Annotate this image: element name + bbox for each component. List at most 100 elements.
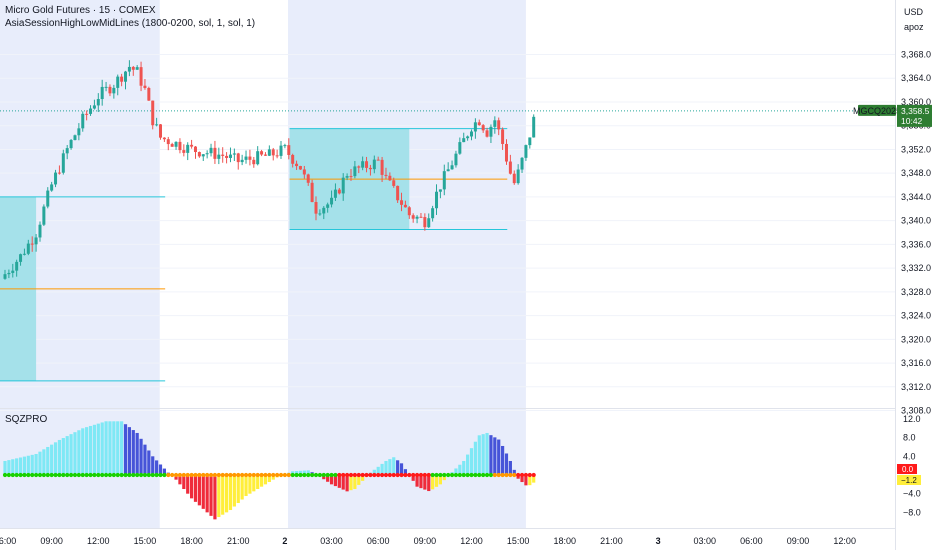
- candle-body: [11, 270, 15, 273]
- oscillator-bar: [96, 423, 100, 475]
- candle-body: [512, 173, 516, 184]
- squeeze-dot: [516, 472, 521, 478]
- candle-body: [124, 71, 128, 82]
- oscillator-bar: [3, 460, 7, 475]
- price-tick-label: 3,352.0: [901, 144, 931, 154]
- squeeze-dot: [395, 472, 400, 478]
- squeeze-dot: [224, 472, 229, 478]
- candle-body: [365, 161, 369, 168]
- squeeze-dot: [399, 472, 404, 478]
- oscillator-bar: [57, 439, 62, 475]
- squeeze-dot: [527, 472, 532, 478]
- oscillator-bar: [431, 475, 435, 490]
- candle-body: [337, 189, 341, 194]
- candle-body: [182, 150, 186, 153]
- candle-body: [77, 128, 81, 136]
- squeeze-dot: [259, 472, 264, 478]
- oscillator-bar: [434, 475, 439, 487]
- candle-body: [368, 167, 372, 170]
- squeeze-dot: [325, 472, 330, 478]
- candle-body: [376, 159, 380, 161]
- squeeze-dot: [177, 472, 183, 478]
- squeeze-dot: [162, 472, 167, 478]
- oscillator-bar: [127, 427, 131, 475]
- oscillator-bar: [329, 475, 334, 485]
- candle-body: [473, 122, 477, 132]
- squeeze-dot: [278, 472, 284, 478]
- squeeze-dot: [376, 472, 381, 478]
- time-tick-label: 21:00: [227, 536, 250, 546]
- squeeze-dot: [457, 472, 462, 478]
- price-tick-label: 3,368.0: [901, 50, 931, 60]
- price-tick-label: 3,308.0: [901, 406, 931, 416]
- candle-body: [271, 149, 275, 156]
- candle-body: [209, 147, 213, 154]
- oscillator-bars: [3, 421, 536, 520]
- squeeze-dot: [275, 472, 280, 478]
- oscillator-tick-label: −4.0: [903, 489, 921, 499]
- oscillator-bar: [131, 430, 135, 475]
- candle-body: [26, 243, 30, 254]
- time-tick-label: 06:00: [0, 536, 16, 546]
- squeeze-dot: [10, 472, 15, 478]
- squeeze-dot: [271, 472, 276, 478]
- candle-body: [380, 159, 384, 175]
- squeeze-dot: [2, 472, 8, 478]
- squeeze-dot: [496, 472, 501, 478]
- squeeze-dot: [321, 472, 326, 478]
- oscillator-bar: [108, 421, 112, 475]
- candle-body: [516, 169, 520, 184]
- oscillator-bar: [388, 459, 392, 475]
- candle-body: [252, 159, 256, 165]
- chart-title: Micro Gold Futures · 15 · COMEX: [5, 5, 156, 16]
- time-tick-label: 15:00: [507, 536, 530, 546]
- price-tick-label: 3,328.0: [901, 287, 931, 297]
- oscillator-bar: [442, 475, 446, 481]
- oscillator-bar: [353, 475, 357, 490]
- squeeze-dot: [422, 472, 427, 478]
- squeeze-dot: [414, 472, 420, 478]
- candle-body: [504, 143, 508, 162]
- currency-label[interactable]: USD: [904, 7, 924, 17]
- candle-body: [462, 138, 466, 143]
- candle-body: [396, 185, 400, 201]
- candle-body: [232, 153, 236, 155]
- oscillator-bar: [50, 444, 54, 475]
- squeeze-dot: [119, 472, 124, 478]
- candle-body: [481, 125, 485, 131]
- candle-body: [384, 174, 388, 176]
- squeeze-dot: [286, 472, 291, 478]
- squeeze-dot: [201, 472, 206, 478]
- squeeze-dot: [216, 472, 221, 478]
- currency-selector[interactable]: USD apoz: [904, 6, 924, 33]
- oscillator-bar: [139, 438, 143, 475]
- oscillator-bar: [205, 475, 209, 513]
- candle-body: [407, 207, 411, 216]
- oscillator-bar: [392, 457, 396, 475]
- squeeze-dot: [449, 472, 455, 478]
- candle-body: [466, 136, 470, 139]
- oscillator-bar: [42, 449, 46, 475]
- oscillator-bar: [466, 454, 470, 475]
- candle-body: [438, 189, 442, 192]
- price-tick-label: 3,332.0: [901, 263, 931, 273]
- candle-body: [120, 76, 124, 82]
- oscillator-bar: [69, 434, 73, 475]
- time-tick-label: 21:00: [600, 536, 623, 546]
- time-tick-label: 03:00: [693, 536, 716, 546]
- squeeze-dot: [154, 472, 159, 478]
- oscillator-tick-label: −8.0: [903, 507, 921, 517]
- candle-body: [372, 159, 376, 170]
- oscillator-last-badge: [897, 475, 921, 485]
- candle-body: [143, 85, 147, 89]
- candle-body: [147, 88, 151, 101]
- squeeze-dot: [360, 472, 365, 478]
- oscillator-bar: [485, 432, 489, 475]
- candle-body: [275, 155, 279, 157]
- time-tick-label: 3: [656, 536, 661, 546]
- candle-body: [201, 154, 205, 157]
- candle-body: [454, 153, 458, 166]
- scale-mode-label[interactable]: apoz: [904, 22, 924, 32]
- candles-group: [3, 60, 536, 280]
